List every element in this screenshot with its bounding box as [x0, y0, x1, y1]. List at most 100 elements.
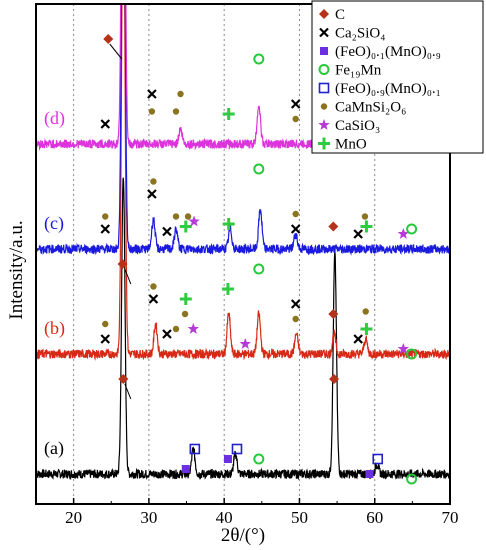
phase-marker-open-square [372, 453, 384, 465]
dot-shape [361, 213, 369, 220]
phase-marker-diamond [329, 374, 340, 384]
dot-shape [172, 213, 180, 220]
cross-shape [148, 294, 159, 304]
star-shape [318, 119, 330, 130]
phase-marker-cross [290, 99, 301, 109]
phase-marker-cross [148, 294, 159, 304]
phase-marker-cross [100, 334, 111, 344]
legend-marker-diamond [319, 9, 329, 19]
legend-label: CaMnSi₂O₆ [335, 100, 406, 116]
diamond-shape [329, 374, 340, 384]
cross-shape [100, 334, 111, 344]
x-tick-label: 20 [65, 508, 82, 527]
open-circle-shape [253, 453, 265, 465]
cross-shape [353, 334, 363, 344]
dot-shape [181, 310, 189, 318]
cross-shape [100, 224, 111, 234]
phase-marker-cross [147, 189, 157, 199]
open-circle-shape [406, 473, 418, 485]
legend-marker-open-square [318, 82, 330, 94]
dot-shape [102, 320, 109, 328]
phase-marker-dot [102, 320, 109, 328]
dot-shape [292, 115, 299, 123]
dot-shape [148, 108, 156, 115]
series-line-a [36, 177, 450, 481]
cross-shape [290, 224, 301, 234]
phase-marker-open-circle [406, 348, 418, 360]
phase-marker-dot [362, 308, 369, 315]
dot-shape [320, 103, 328, 110]
phase-marker-plus [222, 218, 235, 230]
x-tick-label: 30 [140, 508, 157, 527]
star-shape [397, 228, 410, 239]
series-line-b [36, 4, 450, 361]
phase-marker-open-square [231, 443, 243, 455]
curve-label: (a) [44, 438, 64, 459]
curve-label: (c) [44, 213, 64, 234]
x-ticks: 20 30 40 50 60 70 [35, 498, 459, 527]
legend-label: (FeO)₀.₉(MnO)₀.₁ [335, 81, 441, 97]
x-tick-label: 60 [366, 508, 383, 527]
phase-marker-star [187, 323, 200, 334]
leader-line [109, 43, 123, 60]
dot-shape [177, 90, 184, 98]
filled-square-shape [223, 455, 232, 463]
phase-marker-plus [179, 220, 192, 233]
phase-marker-filled-square [223, 455, 232, 463]
phase-marker-dot [172, 213, 180, 220]
plus-shape [360, 323, 373, 335]
diamond-shape [319, 9, 329, 19]
open-circle-shape [406, 348, 418, 360]
cross-shape [162, 329, 172, 339]
cross-shape [290, 99, 301, 109]
phase-marker-cross [100, 224, 111, 234]
phase-marker-dot [361, 213, 369, 220]
phase-marker-plus [221, 283, 234, 295]
phase-marker-diamond [328, 221, 339, 232]
phase-marker-cross [162, 226, 172, 237]
legend-label: C [335, 7, 345, 23]
phase-marker-dot [172, 108, 180, 115]
phase-marker-open-circle [253, 53, 265, 65]
phase-marker-cross [147, 89, 157, 99]
phase-marker-cross [353, 229, 363, 239]
star-shape [397, 343, 410, 354]
phase-marker-diamond [117, 259, 128, 269]
dot-shape [102, 213, 109, 220]
phase-marker-plus [360, 323, 373, 335]
open-square-shape [318, 82, 330, 94]
legend-label: Ca₂SiO₄ [335, 26, 385, 42]
phase-marker-open-circle [253, 453, 265, 465]
legend-label: (FeO)₀.₁(MnO)₀.₉ [335, 44, 441, 60]
phase-marker-open-circle [406, 223, 418, 235]
x-tick-label: 70 [442, 508, 459, 527]
phase-marker-plus [179, 293, 192, 305]
open-square-shape [231, 443, 243, 455]
phase-marker-dot [292, 315, 299, 323]
dot-shape [292, 210, 299, 218]
cross-shape [162, 226, 172, 237]
plot-frame [35, 3, 451, 505]
dot-shape [150, 283, 157, 290]
legend-label: CaSiO₃ [335, 118, 380, 134]
legend: C Ca₂SiO₄ (FeO)₀.₁(MnO)₀.₉ Fe₁₉Mn (FeO)₀.₉(M… [311, 0, 484, 154]
phase-marker-dot [172, 325, 180, 333]
star-shape [188, 215, 200, 227]
star-shape [187, 323, 200, 334]
phase-marker-dot [292, 115, 299, 123]
curve-label: (b) [44, 318, 65, 339]
cross-shape [319, 27, 329, 38]
phase-marker-open-circle [253, 263, 265, 275]
legend-box [311, 0, 484, 154]
open-circle-shape [406, 223, 418, 235]
phase-marker-cross [100, 119, 111, 129]
diamond-shape [117, 259, 128, 269]
dot-shape [362, 308, 369, 315]
phase-marker-star [397, 228, 410, 239]
phase-marker-dot [184, 213, 192, 220]
phase-marker-dot [102, 213, 109, 220]
series-line-c [36, 4, 450, 256]
open-circle-shape [253, 263, 265, 275]
phase-marker-diamond [328, 309, 339, 319]
